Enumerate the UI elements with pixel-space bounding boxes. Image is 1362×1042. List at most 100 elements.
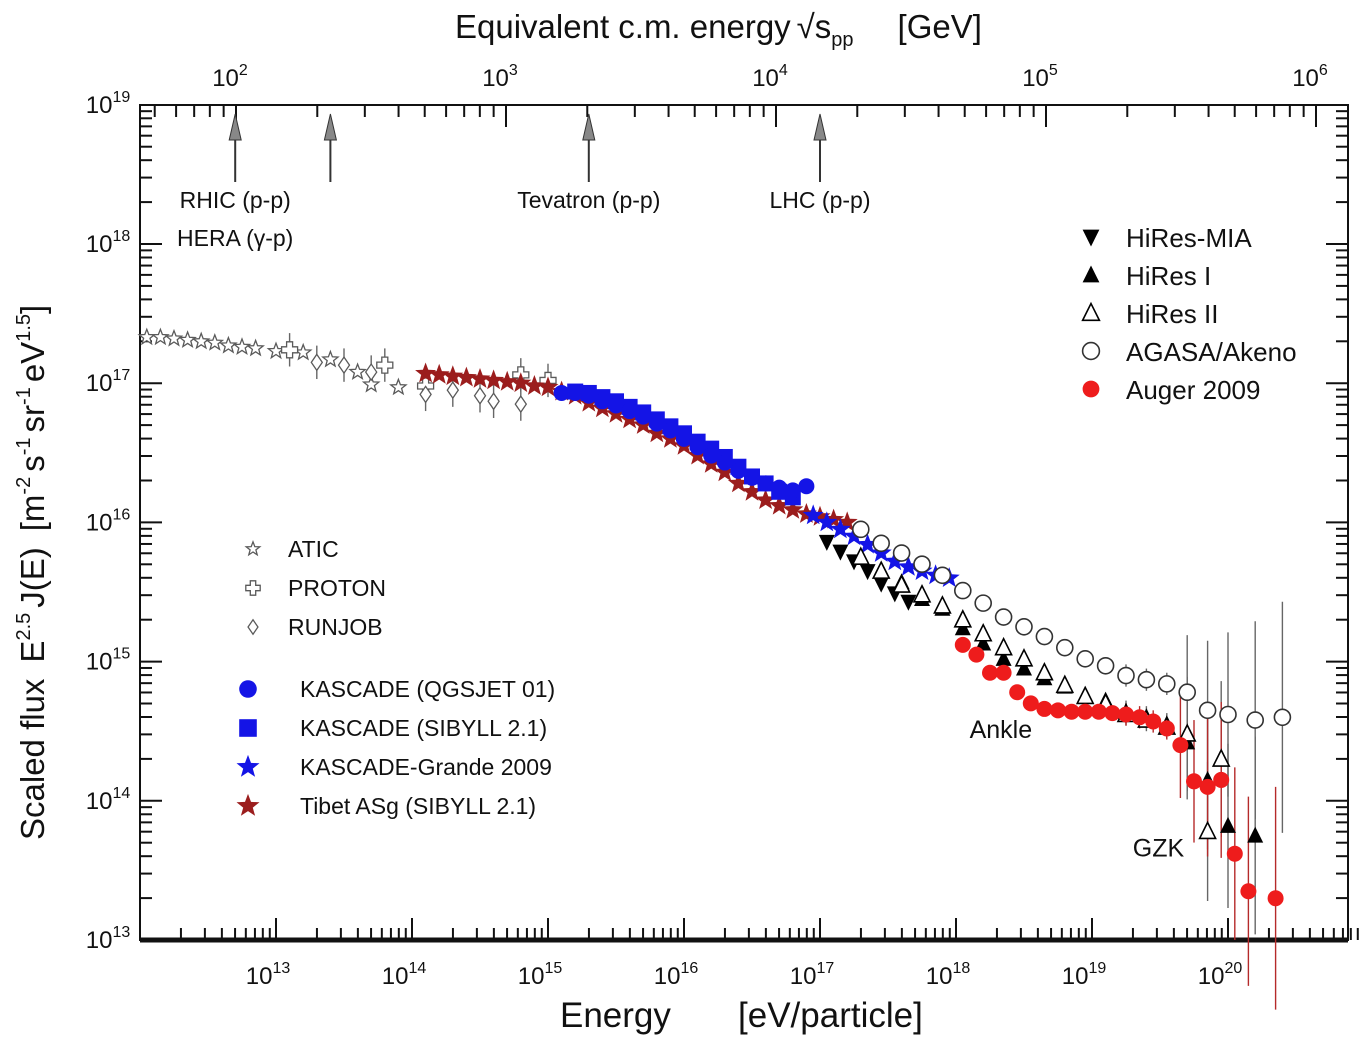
point-hires-i bbox=[975, 634, 992, 651]
point-runjob bbox=[487, 392, 500, 411]
point-hires-ii bbox=[871, 560, 891, 579]
point-auger-2009 bbox=[982, 664, 998, 681]
point-tibet-asg-sibyll-2-1 bbox=[496, 370, 518, 391]
point-tibet-asg-sibyll-2-1 bbox=[537, 376, 559, 397]
point-kascade-grande-2009 bbox=[816, 511, 838, 532]
x-axis-label: Energy bbox=[560, 996, 671, 1035]
point-tibet-asg-sibyll-2-1 bbox=[646, 422, 668, 443]
y-axis-title: Scaled fluxE2.5J(E)[m-2s-1sr-1eV1.5] bbox=[13, 305, 51, 840]
point-auger-2009 bbox=[954, 636, 971, 653]
point-hires-mia bbox=[818, 534, 835, 551]
x-tick-label: 1018 bbox=[926, 960, 971, 990]
point-auger-2009 bbox=[1226, 845, 1243, 862]
point-tibet-asg-sibyll-2-1 bbox=[768, 494, 790, 515]
point-kascade-grande-2009 bbox=[843, 525, 865, 546]
point-auger-2009 bbox=[1118, 706, 1134, 723]
legend-marker-right-2 bbox=[1081, 301, 1101, 322]
point-runjob bbox=[337, 355, 351, 375]
point-agasa-akeno bbox=[1137, 670, 1156, 689]
x-axis-unit: [eV/particle] bbox=[738, 996, 923, 1035]
y-tick-label: 1015 bbox=[86, 646, 131, 676]
accelerator-label: Tevatron (p-p) bbox=[517, 187, 660, 213]
point-tibet-asg-sibyll-2-1 bbox=[455, 366, 477, 387]
point-agasa-akeno bbox=[974, 594, 993, 612]
point-hires-ii bbox=[1198, 820, 1217, 840]
point-auger-2009 bbox=[1022, 695, 1039, 712]
point-agasa-akeno bbox=[1015, 617, 1033, 636]
point-hires-ii bbox=[953, 609, 973, 628]
point-agasa-akeno bbox=[1198, 701, 1217, 720]
accelerator-arrowhead bbox=[228, 113, 242, 141]
point-kascade-qgsjet-01 bbox=[567, 384, 584, 401]
accelerator-label: LHC (p-p) bbox=[770, 187, 871, 213]
point-auger-2009 bbox=[1172, 737, 1189, 754]
point-auger-2009 bbox=[1240, 883, 1257, 900]
svg-text:Scaled fluxE2.5J(E)[m-2s-1sr-1: Scaled fluxE2.5J(E)[m-2s-1sr-1eV1.5] bbox=[13, 305, 51, 840]
point-hires-ii bbox=[1211, 748, 1231, 767]
point-kascade-grande-2009 bbox=[884, 550, 906, 571]
point-auger-2009 bbox=[1009, 684, 1026, 701]
point-atic bbox=[151, 327, 170, 346]
point-atic bbox=[389, 377, 408, 396]
point-tibet-asg-sibyll-2-1 bbox=[428, 363, 450, 384]
y-tick-label: 1017 bbox=[86, 367, 131, 397]
point-kascade-qgsjet-01 bbox=[608, 397, 624, 414]
legend-marker-right-4 bbox=[1082, 380, 1100, 398]
x-tick-label: 1020 bbox=[1198, 960, 1243, 990]
point-agasa-akeno bbox=[851, 520, 870, 539]
top-tick-label: 103 bbox=[482, 62, 518, 92]
legend-marker-6 bbox=[236, 793, 260, 816]
point-kascade-qgsjet-01 bbox=[662, 422, 679, 439]
point-kascade-qgsjet-01 bbox=[798, 478, 815, 495]
point-hires-i bbox=[1016, 659, 1032, 676]
point-agasa-akeno bbox=[933, 566, 952, 585]
labels-layer: Equivalent c.m. energy √spp [GeV] Energy [… bbox=[13, 8, 1328, 1035]
y-tick-label: 1019 bbox=[86, 89, 131, 119]
point-agasa-akeno bbox=[994, 608, 1013, 626]
point-hires-ii bbox=[1055, 674, 1075, 694]
legend-label-right: HiRes II bbox=[1126, 299, 1218, 329]
legend-layer: ATIC PROTON RUNJOB KASCADE (QGSJET 01) KASCA… bbox=[236, 223, 1297, 819]
point-auger-2009 bbox=[1267, 890, 1284, 907]
point-tibet-asg-sibyll-2-1 bbox=[755, 489, 777, 509]
legend-marker-1 bbox=[245, 580, 261, 596]
point-kascade-qgsjet-01 bbox=[784, 482, 801, 499]
legend-marker-3 bbox=[239, 680, 257, 698]
y-tick-label: 1016 bbox=[86, 506, 131, 536]
point-kascade-qgsjet-01 bbox=[553, 384, 570, 401]
accelerator-label: RHIC (p-p) bbox=[180, 187, 291, 213]
point-proton bbox=[376, 356, 394, 374]
point-auger-2009 bbox=[1145, 713, 1162, 730]
point-auger-2009 bbox=[1199, 778, 1216, 795]
point-tibet-asg-sibyll-2-1 bbox=[442, 365, 464, 386]
point-tibet-asg-sibyll-2-1 bbox=[415, 362, 437, 383]
point-hires-ii bbox=[892, 574, 911, 593]
point-tibet-asg-sibyll-2-1 bbox=[823, 508, 845, 529]
y-tick-label: 1014 bbox=[86, 785, 131, 815]
point-auger-2009 bbox=[968, 646, 985, 663]
point-agasa-akeno bbox=[1158, 675, 1176, 693]
point-kascade-qgsjet-01 bbox=[648, 415, 665, 432]
legend-marker-right-1 bbox=[1082, 265, 1100, 283]
point-hires-ii bbox=[1075, 685, 1095, 705]
point-runjob bbox=[473, 386, 487, 405]
point-agasa-akeno bbox=[1096, 656, 1115, 675]
legend-label: RUNJOB bbox=[288, 614, 383, 640]
point-tibet-asg-sibyll-2-1 bbox=[469, 368, 491, 388]
point-atic bbox=[178, 330, 197, 348]
point-kascade-grande-2009 bbox=[829, 518, 851, 539]
top-tick-label: 105 bbox=[1022, 62, 1058, 92]
axes-layer bbox=[139, 104, 1359, 943]
point-auger-2009 bbox=[1090, 703, 1107, 720]
point-kascade-qgsjet-01 bbox=[730, 462, 747, 479]
point-auger-2009 bbox=[1104, 705, 1121, 722]
legend-marker-right-0 bbox=[1082, 229, 1100, 247]
data-points-layer bbox=[137, 327, 1292, 907]
legend-label: KASCADE (QGSJET 01) bbox=[300, 676, 555, 702]
point-atic bbox=[191, 331, 211, 350]
point-atic bbox=[232, 337, 252, 355]
legend-marker-right-3 bbox=[1081, 341, 1101, 361]
point-runjob bbox=[446, 381, 460, 400]
point-kascade-grande-2009 bbox=[897, 555, 919, 576]
top-tick-label: 106 bbox=[1292, 62, 1328, 92]
